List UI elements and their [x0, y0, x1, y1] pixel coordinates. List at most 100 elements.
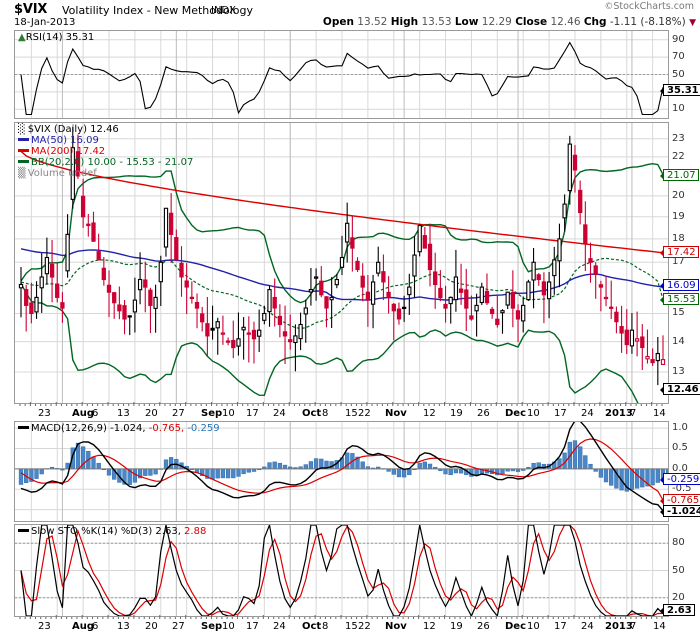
- x-axis-tick-label: 20: [145, 621, 158, 632]
- x-axis-tick-label: 15: [345, 621, 358, 632]
- macd-legend-value: -0.259: [187, 423, 220, 434]
- price-value-box: 16.09: [660, 278, 699, 291]
- x-axis-tick-label: 27: [172, 621, 185, 632]
- axis-tick-label: 13: [672, 365, 685, 377]
- x-axis-tick-label: 24: [273, 408, 286, 419]
- x-axis-tick-label: 8: [322, 408, 329, 419]
- x-axis: 23 Aug 6 13 20 27 Sep 10 17 24 Oct 8 15 22 Nov 12 19 26 De…: [0, 402, 700, 421]
- price-legend: ░ $VIX (Daily) 12.46 MA(50) 16.09 MA(200) 1…: [18, 124, 193, 179]
- x-axis-tick-label: 7: [630, 408, 637, 419]
- stochastics-legend: Slow STO %K(14) %D(3) 2.63, 2.88: [18, 526, 206, 537]
- copyright-text: StockCharts.com: [613, 1, 694, 12]
- mountain-icon: ▲: [18, 32, 26, 43]
- axis-tick-label: 10: [672, 103, 685, 115]
- x-axis-tick-label: 10: [527, 621, 540, 632]
- price-legend-row: MA(50) 16.09: [18, 135, 193, 146]
- candles-icon: ░: [18, 124, 26, 135]
- x-axis-tick-label: 13: [117, 408, 130, 419]
- stochastics-legend-title: Slow STO %K(14) %D(3): [31, 526, 156, 537]
- change-label: Chg: [583, 16, 607, 28]
- x-axis-tick-label: 7: [630, 621, 637, 632]
- macd-panel: MACD(12,26,9) -1.024, -0.765, -0.259: [14, 421, 669, 522]
- axis-tick-label: 70: [672, 51, 685, 63]
- x-axis-tick-label: Aug: [72, 621, 95, 632]
- price-legend-text: Volume undef: [27, 168, 97, 179]
- copyright-icon: ©: [604, 2, 614, 12]
- change-value: -1.11 (-8.18%): [609, 16, 686, 28]
- x-axis-tick-label: Nov: [385, 621, 407, 632]
- price-legend-text: MA(50) 16.09: [31, 135, 99, 146]
- line-swatch: [18, 425, 29, 429]
- price-legend-text: $VIX (Daily) 12.46: [27, 124, 119, 135]
- high-value: 13.53: [421, 16, 452, 28]
- x-axis-tick-label: 10: [222, 621, 235, 632]
- stochastics-panel: Slow STO %K(14) %D(3) 2.63, 2.88: [14, 524, 669, 617]
- axis-tick-label: 50: [672, 564, 685, 576]
- price-plot: [15, 123, 668, 403]
- rsi-plot: [15, 31, 668, 118]
- x-axis-tick-label: 17: [554, 408, 567, 419]
- x-axis-tick-label: 17: [554, 621, 567, 632]
- low-value: 12.29: [481, 16, 512, 28]
- macd-legend-title: MACD(12,26,9): [31, 423, 111, 434]
- x-axis-tick-label: 10: [527, 408, 540, 419]
- x-axis-tick-label: Oct: [302, 408, 322, 419]
- axis-tick-label: 80: [672, 537, 685, 549]
- chart-header: $VIX Volatility Index - New Methodology …: [0, 0, 700, 30]
- quote-bar: Open 13.52 High 13.53 Low 12.29 Close 12…: [323, 16, 696, 28]
- x-axis-tick-label: 24: [273, 621, 286, 632]
- x-axis-tick-label: 26: [477, 621, 490, 632]
- rsi-legend-text: RSI(14) 35.31: [25, 32, 95, 43]
- x-axis-tick-label: 27: [172, 408, 185, 419]
- x-axis-tick-label: 12: [423, 408, 436, 419]
- price-legend-row: ▒ Volume undef: [18, 168, 193, 179]
- axis-tick-label: 22: [672, 150, 685, 162]
- high-label: High: [390, 16, 419, 28]
- x-axis-tick-label: 13: [117, 621, 130, 632]
- macd-legend-value: -0.765,: [148, 423, 188, 434]
- stochastics-plot: [15, 525, 668, 616]
- x-axis-tick-label: 22: [358, 408, 371, 419]
- x-axis-tick-label: 2013: [605, 408, 633, 419]
- price-value-box: 21.07: [660, 168, 699, 181]
- x-axis-tick-label: 14: [653, 408, 666, 419]
- price-legend-row: MA(200) 17.42: [18, 146, 193, 157]
- axis-tick-label: 50: [672, 68, 685, 80]
- close-value: 12.46: [550, 16, 581, 28]
- x-axis-bottom: 23 Aug 6 13 20 27 Sep 10 17 24 Oct 8 15 22 Nov 12 19 26 De…: [0, 615, 700, 634]
- x-axis-tick-label: 6: [92, 408, 99, 419]
- price-value-box: 15.53: [660, 293, 699, 306]
- x-axis-tick-label: 19: [450, 621, 463, 632]
- rsi-panel: ▲RSI(14) 35.31: [14, 30, 669, 119]
- x-axis-tick-label: Nov: [385, 408, 407, 419]
- price-legend-text: MA(200) 17.42: [31, 146, 106, 157]
- axis-tick-label: 20: [672, 591, 685, 603]
- x-axis-tick-label: Sep: [201, 621, 223, 632]
- stochastics-value-box: 2.63: [660, 604, 695, 616]
- x-axis-tick-label: 6: [92, 621, 99, 632]
- x-axis-tick-label: 17: [246, 621, 259, 632]
- axis-tick-label: 14: [672, 335, 685, 347]
- line-swatch: [18, 148, 29, 152]
- x-axis-tick-label: Sep: [201, 408, 223, 419]
- x-axis-tick-label: 17: [246, 408, 259, 419]
- axis-tick-label: 20: [672, 189, 685, 201]
- line-swatch: [18, 528, 29, 532]
- axis-tick-label: 19: [672, 210, 685, 222]
- x-axis-tick-label: 14: [653, 621, 666, 632]
- axis-tick-label: 15: [672, 307, 685, 319]
- x-axis-tick-label: 23: [38, 408, 51, 419]
- axis-tick-label: 0.5: [672, 442, 688, 454]
- price-panel: ░ $VIX (Daily) 12.46 MA(50) 16.09 MA(200) 1…: [14, 122, 669, 404]
- line-swatch: [18, 159, 29, 163]
- stochastics-legend-value: 2.88: [184, 526, 207, 537]
- down-triangle-icon: ▼: [689, 18, 696, 28]
- close-label: Close: [515, 16, 548, 28]
- stockcharts-logo: ©StockCharts.com: [604, 1, 694, 12]
- x-axis-tick-label: Oct: [302, 621, 322, 632]
- x-axis-tick-label: 20: [145, 408, 158, 419]
- index-tag: INDX: [211, 5, 236, 16]
- rsi-value-box: 35.31: [660, 84, 700, 96]
- macd-legend-value: -1.024,: [110, 423, 149, 434]
- axis-tick-label: 17: [672, 256, 685, 268]
